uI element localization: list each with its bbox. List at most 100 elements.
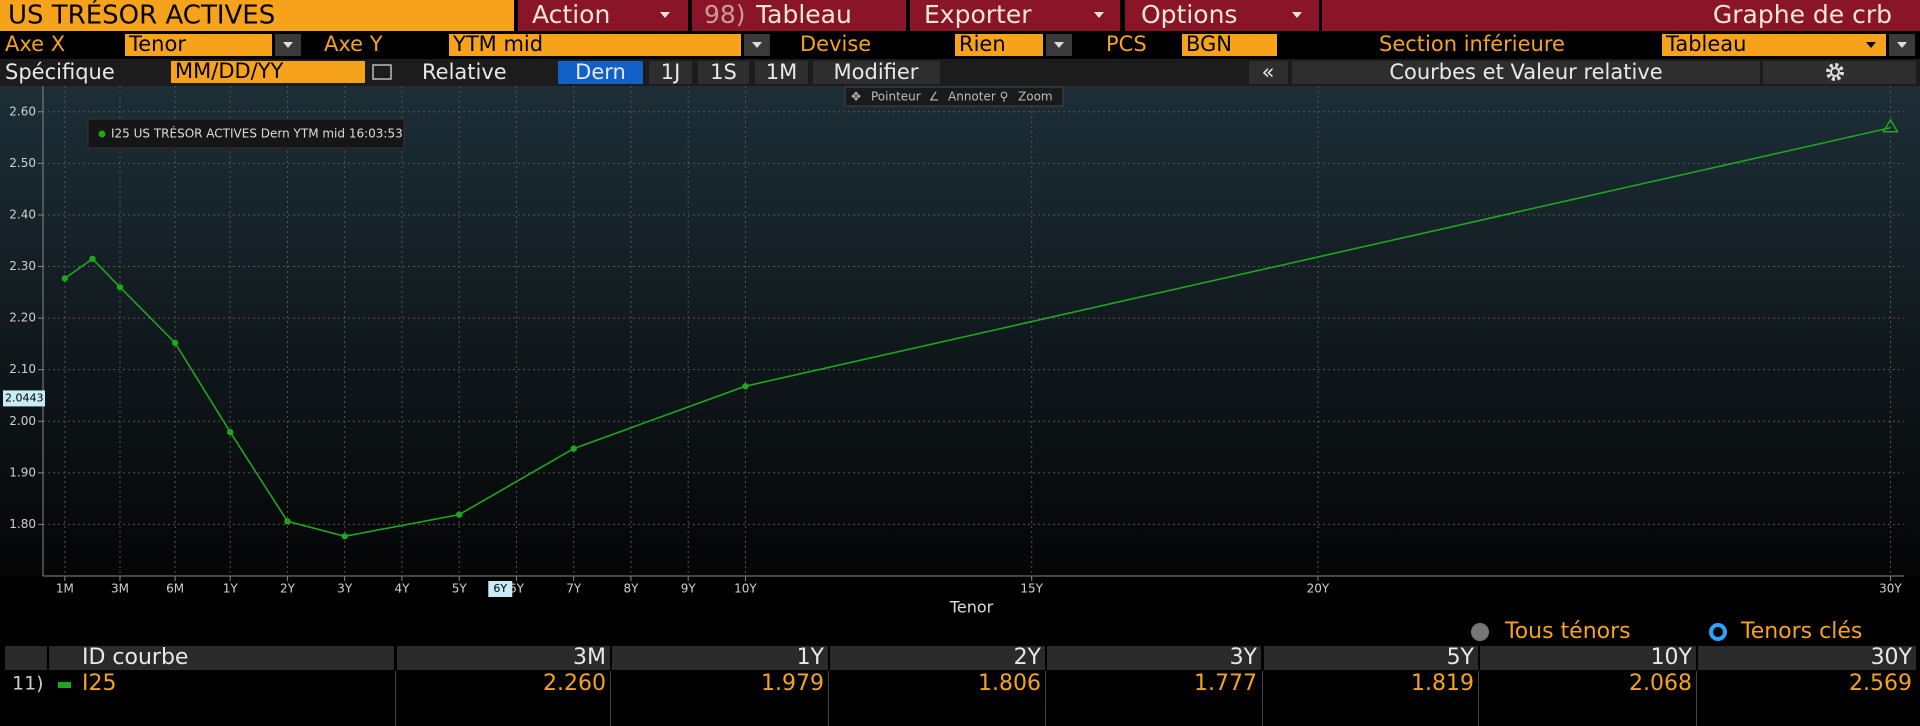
tool-icon: ∠ (929, 90, 940, 104)
x-tick-label: 8Y (623, 582, 639, 596)
panel-label[interactable]: Courbes et Valeur relative (1389, 60, 1662, 84)
table-button[interactable] (692, 0, 906, 31)
row-number: 11) (12, 673, 44, 695)
point-marker (456, 511, 463, 518)
chart-tools: ✥ Pointeur ∠ Annoter ⚲ Zoom (851, 90, 1053, 104)
function-name: Graphe de crb (1713, 0, 1892, 29)
point-marker (61, 275, 69, 282)
modify-button[interactable] (813, 61, 940, 84)
point-marker (742, 382, 749, 390)
x-tick-label: 9Y (681, 582, 697, 596)
x-tick-label: 10Y (734, 582, 757, 596)
cell: 2.569 (1849, 671, 1912, 696)
date-field[interactable] (171, 61, 365, 83)
x-tick-label: 20Y (1307, 582, 1330, 596)
point-marker (227, 428, 234, 436)
row-swatch (58, 682, 71, 688)
filter-label[interactable]: Tous ténors (1504, 619, 1631, 644)
period-label[interactable]: 1J (661, 60, 681, 84)
x-tick-label: 5Y (452, 582, 468, 596)
dropdown-arrow (1094, 12, 1104, 18)
y-tick-label: 2.40 (9, 207, 36, 221)
header-cell (5, 646, 47, 670)
tool-icon: ⚲ (1000, 90, 1009, 104)
setting-label: Devise (800, 32, 871, 56)
y-tick-label: 2.60 (9, 104, 36, 118)
cursor-y-box (3, 390, 45, 407)
period-buttons: Dern 1J 1S 1M (558, 60, 808, 84)
setting-box[interactable] (125, 34, 272, 56)
point-marker (1882, 118, 1899, 133)
header-label: 30Y (1871, 645, 1913, 670)
period-label[interactable]: Dern (575, 60, 626, 84)
action-label[interactable]: Action (532, 0, 610, 29)
cell: 2.068 (1629, 671, 1692, 696)
gear-icon[interactable] (1826, 63, 1844, 81)
filter-radio[interactable] (1709, 623, 1727, 641)
header-cell (1480, 646, 1696, 670)
tool-label[interactable]: Pointeur (871, 90, 921, 104)
setting-label: Axe X (5, 32, 65, 56)
table-label[interactable]: Tableau (755, 0, 852, 29)
x-axis-label: Tenor (949, 598, 994, 617)
setting-value[interactable]: Tableau (1665, 32, 1746, 56)
collapse-button[interactable] (1249, 61, 1288, 84)
header-cell (1264, 646, 1478, 670)
calendar-icon[interactable] (372, 64, 392, 80)
setting-value[interactable]: YTM mid (452, 32, 543, 56)
period-label[interactable]: 1M (766, 60, 797, 84)
period-label[interactable]: 1S (710, 60, 737, 84)
setting-box[interactable] (1182, 34, 1277, 56)
setting-value[interactable]: BGN (1186, 32, 1232, 56)
y-tick-label: 2.20 (9, 311, 36, 325)
date-placeholder[interactable]: MM/DD/YY (175, 59, 284, 83)
setting-box[interactable] (449, 34, 741, 56)
filter-label[interactable]: Tenors clés (1740, 619, 1862, 644)
header-cell (397, 646, 610, 670)
cell: I25 (82, 671, 116, 696)
legend-swatch (98, 130, 106, 138)
action-button[interactable] (518, 0, 688, 31)
cell: 1.777 (1194, 671, 1257, 696)
period-button[interactable] (698, 61, 749, 84)
dropdown-arrow (660, 12, 670, 18)
period-button[interactable] (558, 61, 643, 84)
export-label[interactable]: Exporter (924, 0, 1032, 29)
y-tick-label: 1.80 (9, 517, 36, 531)
tool-label[interactable]: Zoom (1018, 90, 1053, 104)
shortcut[interactable]: 98) (704, 0, 746, 29)
period-button[interactable] (649, 61, 692, 84)
setting-label: Axe Y (324, 32, 383, 56)
dropdown-arrow (752, 42, 762, 48)
setting-value[interactable]: Rien (959, 32, 1006, 56)
cell: 1.979 (761, 671, 824, 696)
dropdown-arrow (1897, 42, 1907, 48)
setting-label: Section inférieure (1379, 32, 1565, 56)
setting-box[interactable] (955, 34, 1043, 56)
setting-box[interactable] (1662, 34, 1886, 56)
function-bar (1322, 0, 1920, 31)
relative-label: Relative (422, 60, 507, 84)
y-tick-label: 2.00 (9, 414, 36, 428)
period-button[interactable] (755, 61, 808, 84)
panel-button[interactable] (1292, 61, 1760, 84)
header-label: 3M (573, 645, 606, 670)
setting-value[interactable]: Tenor (128, 32, 186, 56)
modify-label[interactable]: Modifier (834, 60, 919, 84)
tool-icon: ✥ (851, 90, 861, 104)
header-label: 5Y (1447, 645, 1475, 670)
tool-label[interactable]: Annoter (948, 90, 996, 104)
x-tick-label: 1M (56, 582, 74, 596)
header-label: 1Y (797, 645, 825, 670)
y-tick-label: 2.30 (9, 259, 36, 273)
point-marker (284, 518, 291, 525)
export-button[interactable] (910, 0, 1120, 31)
collapse-label[interactable]: « (1262, 60, 1275, 84)
options-button[interactable] (1125, 0, 1319, 31)
x-tick-label: 3M (111, 582, 129, 596)
header-label: ID courbe (82, 645, 188, 670)
options-label[interactable]: Options (1141, 0, 1237, 29)
filter-radio[interactable] (1471, 623, 1489, 641)
